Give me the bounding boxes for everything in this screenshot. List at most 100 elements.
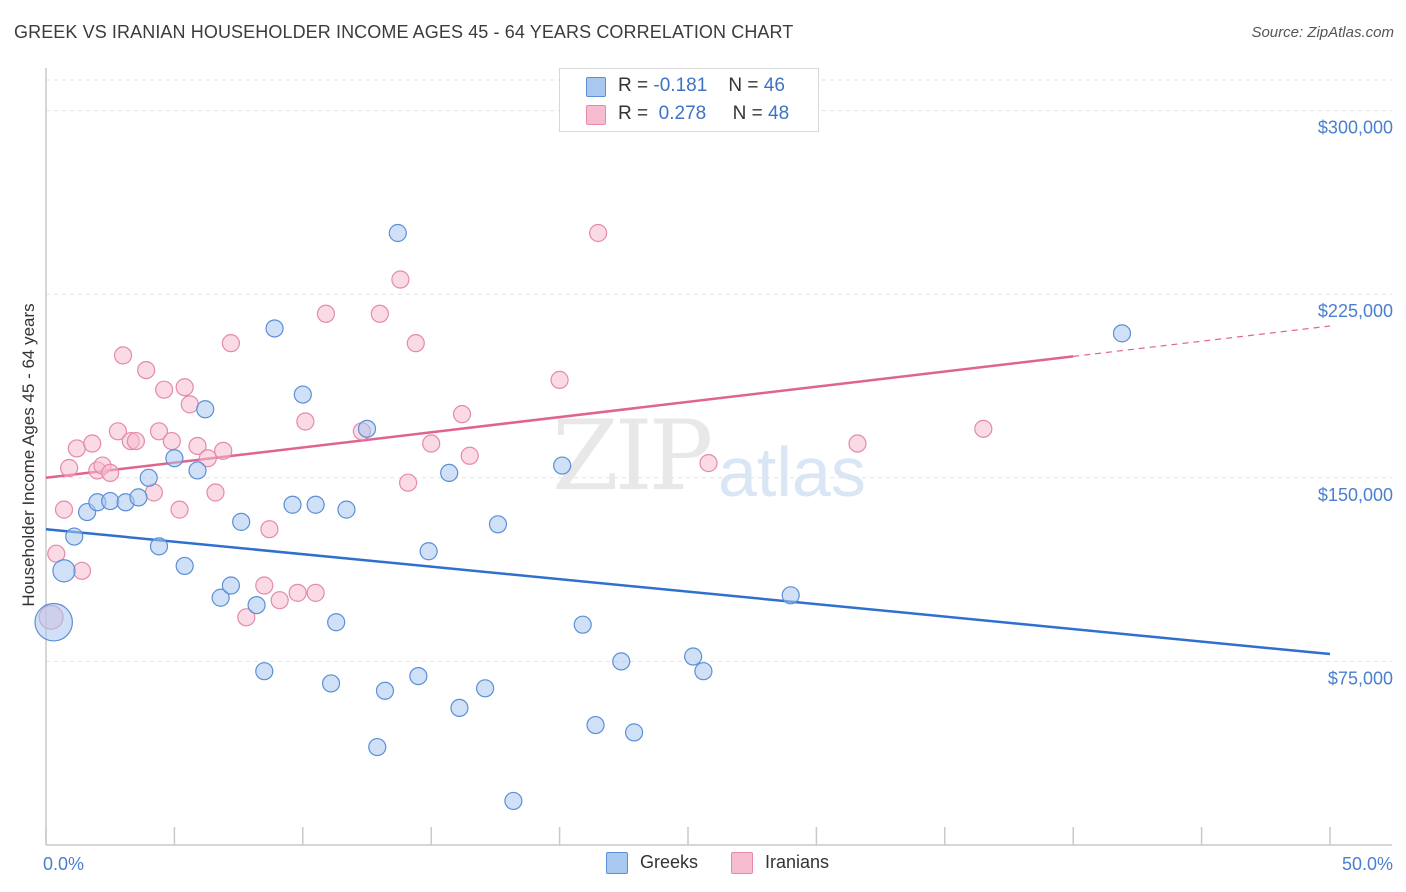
greek-point-40: [612, 652, 631, 671]
greek-point-26: [357, 419, 377, 438]
greek-point-10: [165, 449, 184, 468]
iranian-point-14: [137, 360, 156, 380]
y-tick-label-1: $150,000: [1318, 485, 1393, 505]
y-tick-labels: $75,000 $150,000 $225,000 $300,000: [1318, 118, 1393, 689]
iranian-point-25: [214, 441, 233, 460]
y-tick-label-0: $75,000: [1328, 668, 1393, 688]
iranian-point-28: [255, 576, 274, 595]
iranian-point-34: [316, 304, 336, 323]
iranian-point-40: [422, 434, 441, 453]
greeks-legend-swatch: [606, 852, 628, 874]
iranian-point-19: [170, 500, 189, 519]
iranian-point-43: [550, 370, 569, 389]
greek-point-32: [440, 463, 459, 483]
iranian-point-32: [296, 412, 315, 431]
iranian-point-22: [188, 436, 207, 456]
iranian-point-21: [180, 395, 199, 414]
greek-point-35: [488, 515, 508, 534]
iranian-point-9: [101, 463, 120, 483]
greek-point-2: [65, 527, 84, 546]
greek-r-label: R =: [618, 75, 649, 96]
iranian-point-39: [406, 334, 425, 353]
iranians-swatch: [586, 105, 606, 125]
y-tick-label-3: $300,000: [1318, 118, 1393, 138]
greek-point-14: [211, 588, 230, 607]
greek-point-31: [419, 542, 438, 561]
iranian-point-4: [67, 439, 86, 458]
iranian-point-45: [699, 454, 718, 473]
greek-point-7: [129, 488, 148, 507]
iranian-point-36: [370, 304, 389, 323]
greek-r-value: -0.181: [653, 75, 708, 96]
greek-point-41: [624, 723, 644, 742]
gridlines: [46, 79, 1392, 662]
iranian-point-16: [149, 422, 169, 441]
iranian-point-33: [306, 583, 325, 602]
greek-point-44: [781, 586, 800, 605]
iranian-point-24: [206, 483, 225, 502]
greek-point-27: [368, 737, 387, 757]
greek-point-29: [388, 223, 407, 243]
iranian-point-11: [113, 346, 133, 365]
iranian-point-44: [589, 223, 608, 243]
greek-n-value: 46: [763, 75, 785, 96]
greek-point-17: [247, 595, 266, 615]
source-label: Source: ZipAtlas.com: [1251, 24, 1394, 41]
x-tick-label-right: 50.0%: [1342, 854, 1393, 874]
iranian-point-6: [83, 434, 102, 453]
greek-point-13: [196, 400, 215, 419]
greeks-legend-label: Greeks: [640, 852, 699, 872]
iranian-point-27: [237, 608, 256, 627]
greek-point-24: [327, 613, 346, 632]
iranian-n-label: N =: [732, 103, 763, 124]
greek-point-45: [1112, 324, 1132, 343]
greek-point-21: [293, 385, 312, 404]
greek-point-37: [553, 456, 572, 475]
iranian-n-value: 48: [768, 103, 790, 124]
greeks-swatch: [586, 77, 606, 97]
iranian-point-17: [155, 380, 174, 399]
iranian-r-label: R =: [618, 103, 649, 124]
greek-point-36: [504, 791, 523, 811]
data-points: [34, 223, 1132, 811]
iranian-point-18: [162, 431, 181, 451]
iranian-point-37: [391, 270, 410, 289]
iranian-point-23: [198, 449, 217, 468]
greek-point-12: [188, 461, 207, 480]
iranian-point-31: [288, 583, 307, 602]
greek-point-34: [476, 679, 495, 698]
watermark-atlas: atlas: [718, 433, 866, 511]
greek-point-19: [265, 319, 284, 338]
greek-point-28: [375, 681, 395, 700]
correlation-legend: R = -0.181 N = 46 R = 0.278 N = 48: [559, 68, 819, 132]
axes: [45, 68, 1392, 846]
iranian-point-29: [260, 520, 279, 539]
greek-point-39: [586, 715, 605, 735]
greek-point-38: [573, 615, 592, 634]
iranians-legend-swatch: [731, 852, 753, 874]
iranian-trend-line-extension: [1073, 325, 1331, 357]
iranian-point-5: [72, 561, 92, 580]
iranian-point-20: [175, 378, 194, 397]
greek-point-0: [34, 602, 74, 642]
greek-n-label: N =: [728, 75, 759, 96]
greek-point-25: [337, 500, 356, 519]
trend-lines: [45, 325, 1331, 656]
iranians-legend-label: Iranians: [765, 852, 830, 872]
greek-point-43: [694, 662, 713, 681]
iranian-point-30: [270, 591, 289, 610]
x-tick-labels: 0.0% 50.0%: [43, 854, 1393, 874]
greek-point-1: [52, 559, 76, 583]
iranian-r-value: 0.278: [658, 103, 707, 124]
iranian-point-41: [452, 405, 472, 424]
chart-title: GREEK VS IRANIAN HOUSEHOLDER INCOME AGES…: [14, 22, 794, 42]
y-tick-label-2: $225,000: [1318, 301, 1393, 321]
greek-point-18: [255, 662, 274, 681]
iranian-point-2: [54, 500, 74, 519]
greek-point-15: [221, 576, 240, 595]
greek-point-42: [684, 647, 703, 666]
greek-point-30: [409, 666, 428, 686]
greek-point-20: [283, 495, 302, 514]
iranian-point-26: [221, 334, 240, 353]
